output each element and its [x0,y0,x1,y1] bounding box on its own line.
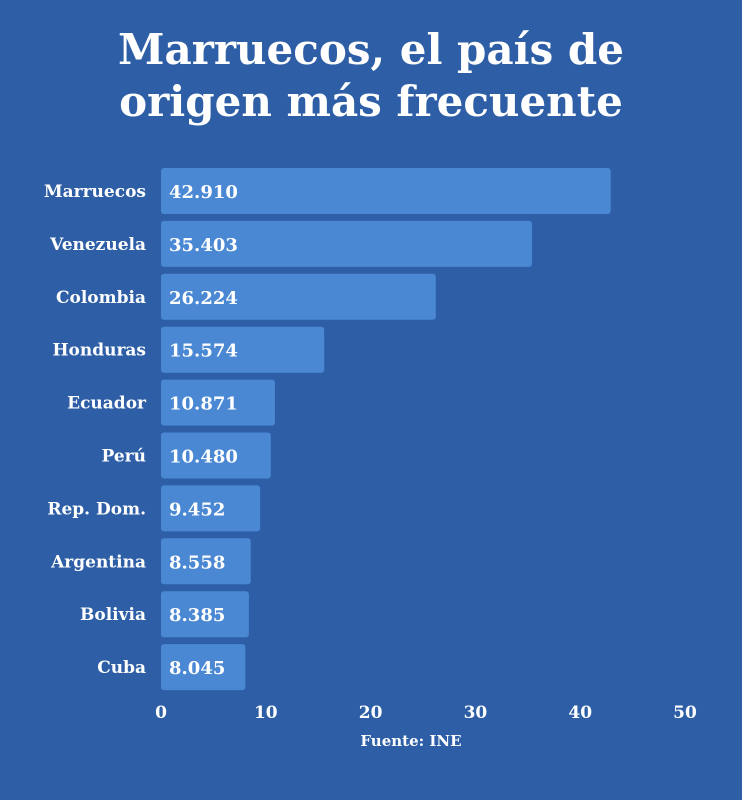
value-label-2: 26.224 [169,288,238,309]
value-label-8: 8.385 [169,605,225,626]
category-label-8: Bolivia [80,605,146,625]
chart-source: Fuente: INE [0,732,742,750]
value-label-5: 10.480 [169,447,238,468]
x-tick-label-0: 0 [155,703,167,723]
value-label-4: 10.871 [169,394,238,415]
category-label-2: Colombia [56,288,146,308]
x-tick-label-3: 30 [464,703,488,723]
bar-1 [161,220,532,267]
bar-0 [161,168,611,214]
bar-2 [161,273,436,320]
bar-8 [161,591,249,638]
x-tick-label-5: 50 [673,703,697,723]
category-label-4: Ecuador [67,394,147,414]
category-label-3: Honduras [52,341,146,361]
bar-7 [161,538,251,585]
x-tick-label-2: 20 [359,703,383,723]
chart-title: Marruecos, el país de origen más frecuen… [0,24,742,128]
value-label-3: 15.574 [169,341,238,362]
bar-6 [161,485,261,532]
category-label-5: Perú [102,447,146,467]
bar-9 [161,644,246,691]
category-label-1: Venezuela [49,235,146,255]
bar-4 [161,379,275,426]
chart-title-line-1: Marruecos, el país de [118,25,624,74]
category-label-9: Cuba [97,658,146,678]
x-tick-label-4: 40 [568,703,592,723]
category-label-7: Argentina [50,552,146,572]
category-label-0: Marruecos [44,182,146,202]
bar-5 [161,432,271,479]
bar-chart: Marruecos 42.910 Venezuela 35.403 Colombia 26… [44,168,697,723]
value-label-9: 8.045 [169,658,225,679]
value-label-1: 35.403 [169,235,238,256]
x-tick-label-1: 10 [254,703,278,723]
value-label-7: 8.558 [169,552,225,573]
bar-3 [161,326,325,373]
source-label: Fuente: INE [360,732,462,750]
category-label-6: Rep. Dom. [47,499,146,519]
value-label-6: 9.452 [169,499,225,520]
chart-title-line-2: origen más frecuente [119,77,623,126]
value-label-0: 42.910 [169,182,238,203]
